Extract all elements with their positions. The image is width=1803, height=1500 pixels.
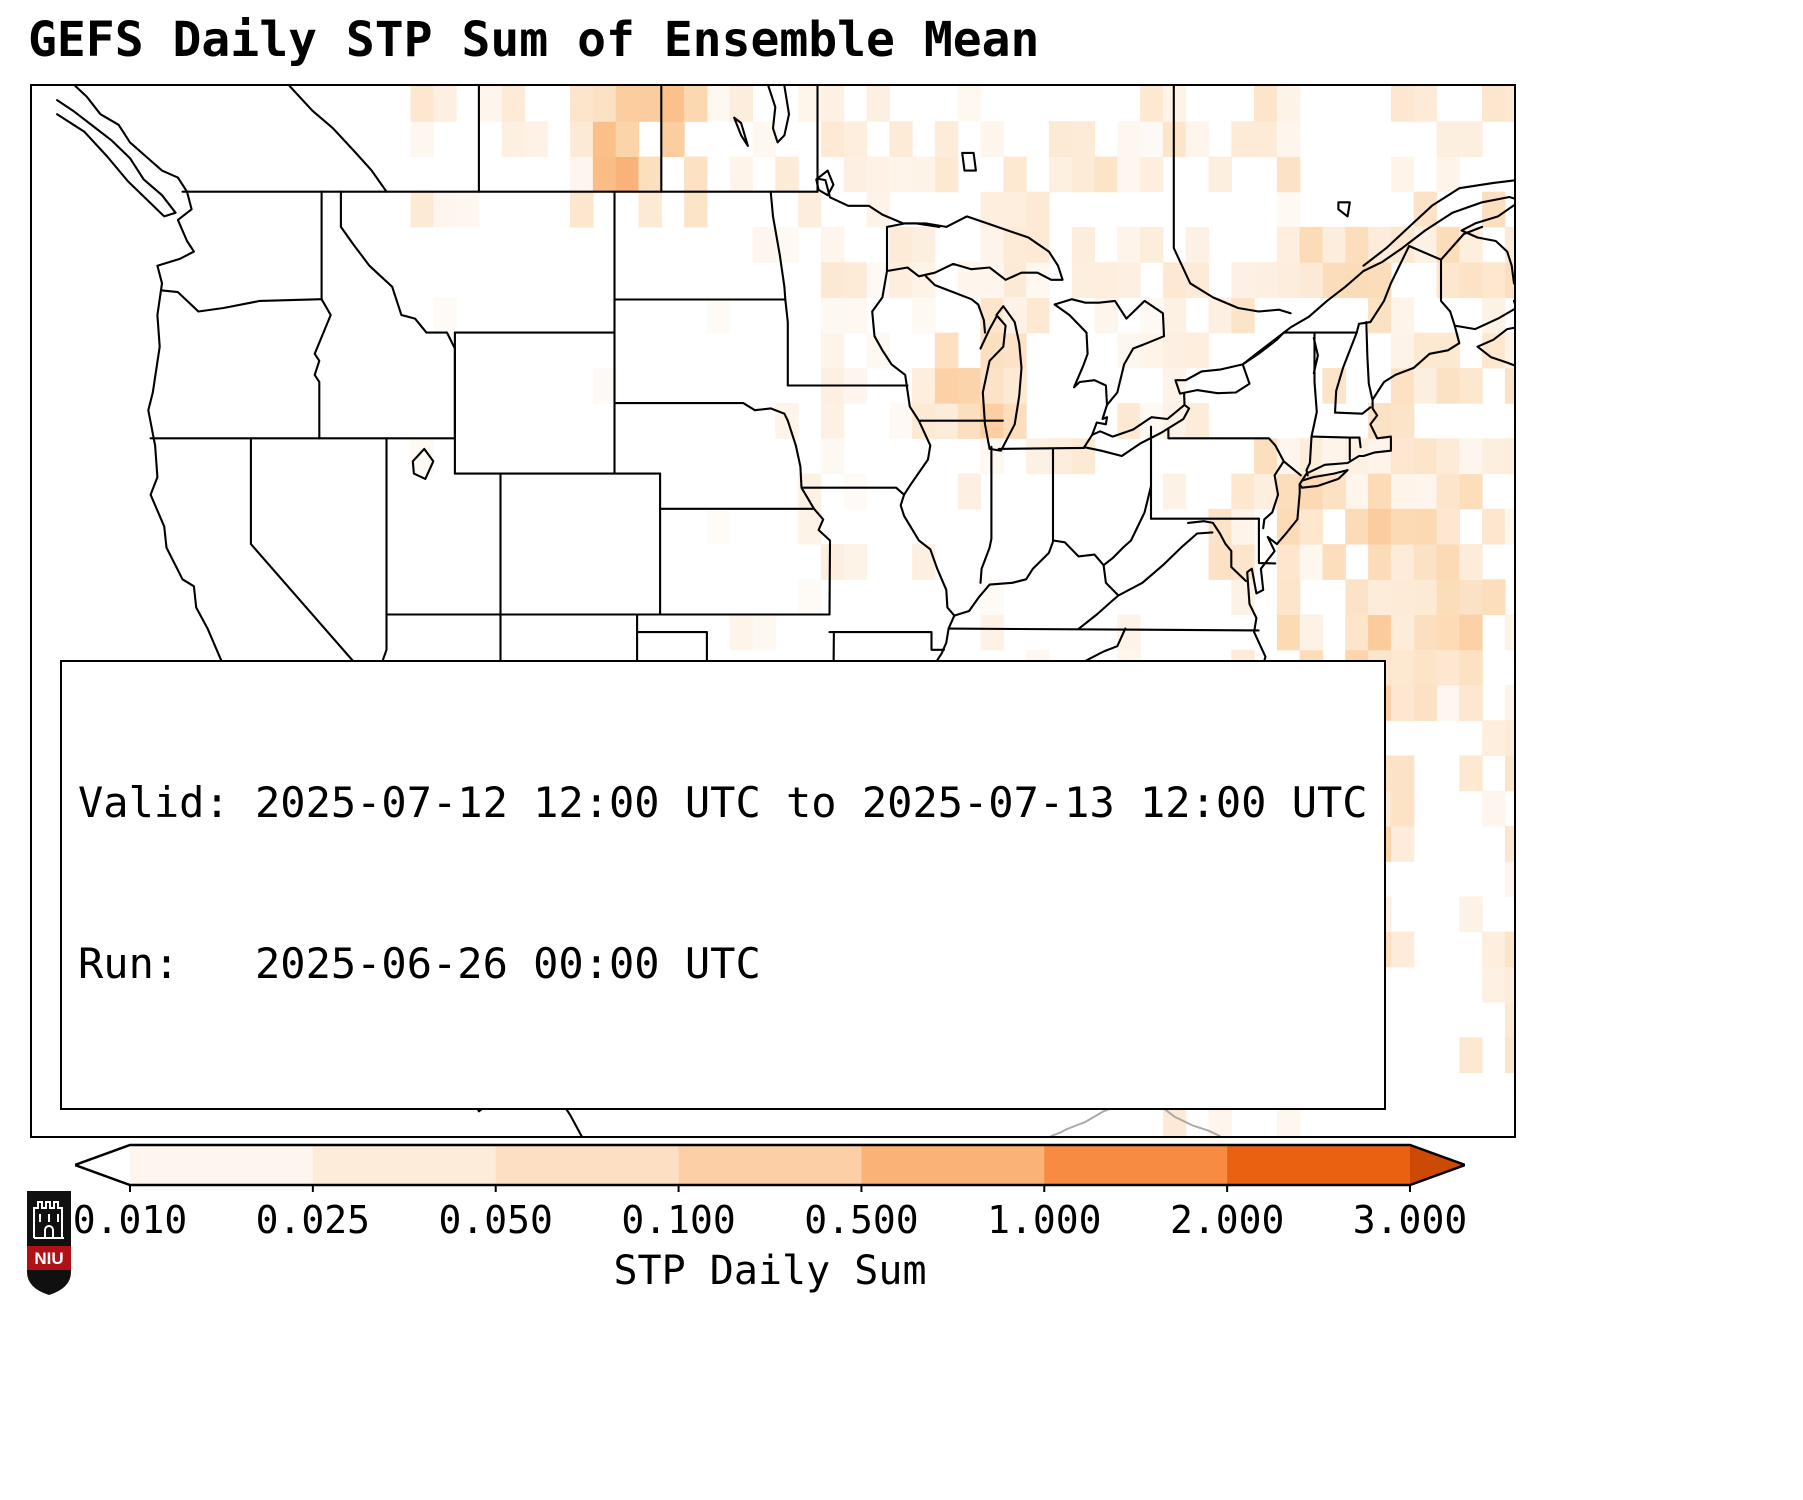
colorbar-tick: 0.010 [72,1198,188,1242]
us-map [56,86,1514,1136]
colorbar-tick: 3.000 [1352,1198,1468,1242]
heatmap-cells [410,86,1514,1136]
colorbar-tick: 0.100 [621,1198,736,1242]
colorbar-tick: 2.000 [1169,1198,1285,1242]
valid-line: Valid: 2025-07-12 12:00 UTC to 2025-07-1… [78,777,1368,827]
colorbar-tick: 0.050 [438,1198,553,1242]
chart-title: GEFS Daily STP Sum of Ensemble Mean [28,12,1040,68]
niu-logo: NIU [26,1190,72,1296]
logo-banner [27,1246,71,1270]
map-panel: Valid: 2025-07-12 12:00 UTC to 2025-07-1… [30,84,1516,1138]
colorbar-tick: 0.500 [804,1198,919,1242]
colorbar-tick: 1.000 [987,1198,1102,1242]
logo-text: NIU [34,1249,63,1268]
colorbar [75,1143,1465,1192]
colorbar-ticks: 0.010 0.025 0.050 0.100 0.500 1.000 2.000 3.000 [72,1198,1468,1244]
niu-shield-icon: NIU [27,1191,71,1295]
validity-box: Valid: 2025-07-12 12:00 UTC to 2025-07-1… [60,660,1386,1110]
castle-icon [33,1201,64,1239]
colorbar-label: STP Daily Sum [613,1248,927,1294]
run-line: Run: 2025-06-26 00:00 UTC [78,938,761,988]
colorbar-tick: 0.025 [255,1198,371,1242]
